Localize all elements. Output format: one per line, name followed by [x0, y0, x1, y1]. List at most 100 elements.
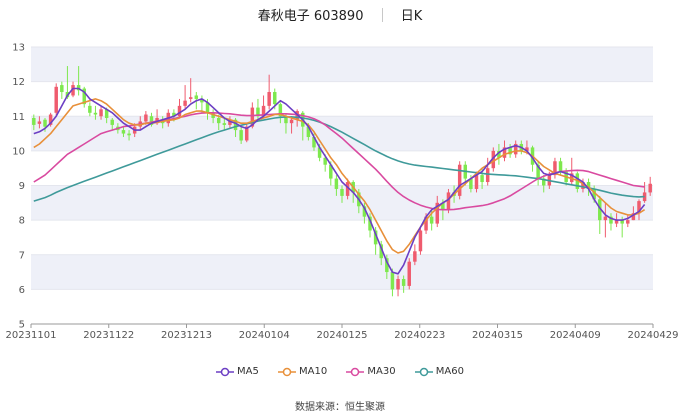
candle-body: [194, 95, 199, 99]
candle-body: [340, 188, 344, 196]
candle-body: [513, 143, 518, 155]
candle-body: [76, 85, 81, 91]
grid-band: [31, 254, 653, 290]
candle-body: [82, 88, 86, 105]
candle-body: [614, 220, 619, 224]
candle-body: [93, 112, 98, 115]
legend-label-ma5: MA5: [236, 366, 259, 377]
stock-name: 春秋电子 603890: [257, 9, 364, 24]
period-label: 日K: [400, 9, 423, 24]
grid-band: [31, 47, 653, 82]
legend-label-ma60: MA60: [435, 366, 464, 377]
x-tick-label: 20240223: [394, 330, 445, 341]
candle-body: [385, 258, 389, 273]
candle-body: [329, 164, 333, 179]
legend-item-ma30[interactable]: MA30: [346, 366, 396, 377]
legend-item-ma5[interactable]: MA5: [215, 366, 259, 377]
candle-body: [43, 119, 47, 127]
candle-body: [648, 183, 652, 193]
candle-body: [200, 98, 204, 103]
candle-body: [127, 133, 131, 136]
candle-body: [379, 244, 383, 259]
ma10-line: [33, 98, 646, 254]
candle-body: [48, 114, 53, 125]
ma60-swatch-icon: [414, 367, 433, 376]
candle-body: [233, 119, 238, 131]
candle-body: [110, 119, 114, 125]
candle-body: [71, 85, 75, 96]
candle-body: [37, 121, 42, 124]
legend-item-ma60[interactable]: MA60: [414, 366, 464, 377]
candle-body: [205, 102, 210, 113]
candle-body: [631, 213, 636, 221]
candle-body: [54, 86, 58, 113]
candle-body: [88, 105, 92, 113]
legend-item-ma10[interactable]: MA10: [278, 366, 327, 377]
ma10-swatch-icon: [278, 367, 297, 376]
candle-body: [172, 112, 176, 117]
candle-body: [278, 104, 283, 117]
candle-body: [401, 278, 406, 286]
y-tick-label: 6: [19, 285, 25, 296]
candle-body: [553, 161, 557, 176]
candle-body: [306, 126, 311, 138]
candle-body: [637, 201, 641, 214]
candle-body: [558, 161, 563, 172]
candle-body: [525, 147, 529, 151]
x-tick-label: 20231213: [161, 330, 212, 341]
candle-body: [239, 130, 243, 141]
x-tick-label: 20240315: [472, 330, 523, 341]
candle-body: [485, 168, 490, 183]
candle-body: [396, 278, 400, 290]
legend-label-ma10: MA10: [299, 366, 328, 377]
candle-body: [390, 272, 395, 290]
candle-body: [149, 116, 154, 125]
ma60-line: [33, 116, 645, 202]
y-tick-label: 11: [12, 112, 25, 123]
data-source: 数据来源：恒生聚源: [295, 402, 385, 413]
candle-body: [570, 173, 574, 183]
candle-body: [480, 175, 484, 183]
candle-body: [144, 114, 148, 122]
candle-body: [626, 220, 630, 224]
chart-legend: MA5 MA10 MA30 MA60: [0, 366, 680, 380]
candle-body: [541, 178, 546, 186]
candle-body: [188, 97, 193, 99]
kline-chart: 5 6 7 8 9 10 11 12 13 20231101 20231122 20231213 202…: [6, 43, 679, 342]
candle-body: [60, 85, 64, 93]
candle-body: [362, 206, 367, 217]
y-tick-label: 8: [19, 216, 25, 227]
candle-body: [469, 178, 473, 189]
candle-body: [261, 105, 266, 117]
candle-body: [289, 119, 294, 124]
y-tick-label: 9: [19, 181, 25, 192]
candle-body: [502, 147, 507, 158]
candle-body: [284, 116, 288, 124]
candle-body: [373, 230, 378, 245]
x-tick-label: 20231122: [83, 330, 134, 341]
candle-body: [183, 100, 187, 106]
candle-body: [99, 109, 103, 117]
y-tick-label: 10: [12, 146, 25, 157]
candle-body: [216, 117, 221, 124]
candle-body: [424, 216, 428, 231]
candle-body: [273, 92, 277, 105]
candle-body: [508, 147, 512, 155]
candle-body: [598, 199, 602, 221]
candle-body: [334, 178, 339, 189]
candle-body: [491, 150, 496, 169]
candle-body: [368, 216, 372, 231]
candle-body: [418, 230, 423, 252]
candle-body: [267, 92, 271, 106]
y-tick-label: 5: [19, 320, 25, 331]
candle-body: [177, 105, 182, 117]
y-tick-label: 7: [19, 250, 25, 261]
candle-body: [457, 164, 462, 196]
ma30-swatch-icon: [346, 367, 365, 376]
x-tick-label: 20240429: [628, 330, 679, 341]
legend-label-ma30: MA30: [367, 366, 396, 377]
candle-body: [441, 202, 445, 210]
candle-body: [536, 164, 540, 179]
y-tick-label: 13: [12, 43, 25, 54]
candle-body: [317, 147, 322, 158]
